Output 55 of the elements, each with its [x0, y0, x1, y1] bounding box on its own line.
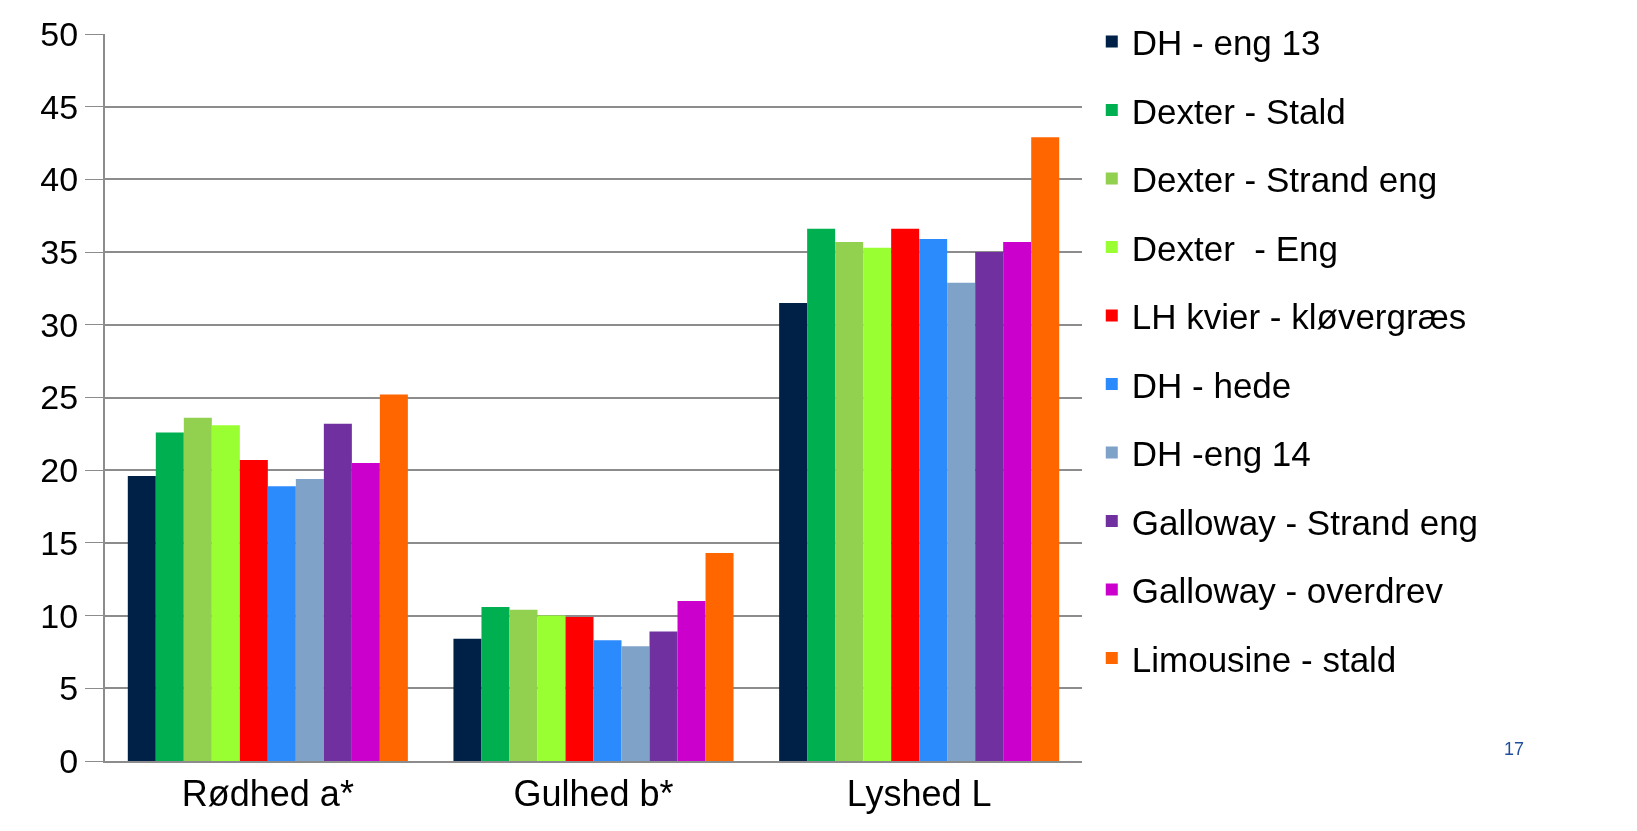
bar [779, 302, 808, 761]
bar [621, 646, 650, 761]
bar [593, 640, 622, 761]
legend-label: Galloway - Strand eng [1131, 502, 1479, 542]
bar [127, 476, 156, 761]
bar [1031, 137, 1060, 761]
y-tick-label: 15 [40, 523, 79, 562]
y-tick-label: 45 [40, 87, 79, 126]
y-tick-label: 0 [59, 741, 79, 780]
legend-label: Dexter - Eng [1131, 228, 1338, 268]
y-tick-label: 40 [40, 160, 79, 199]
y-tick-label: 50 [40, 14, 79, 53]
y-tick-label: 35 [40, 233, 79, 271]
bar [891, 228, 920, 761]
legend-label: Limousine - stald [1131, 639, 1397, 679]
x-tick-label: Lyshed L [846, 773, 992, 815]
bar [509, 609, 538, 761]
legend-label: DH -eng 14 [1131, 434, 1311, 474]
y-tick-label: 30 [40, 305, 79, 344]
bar [295, 478, 324, 761]
y-tick-label: 25 [40, 378, 79, 417]
bar [565, 617, 594, 761]
bar [211, 425, 240, 761]
bar [919, 239, 948, 761]
legend-label: DH - hede [1131, 365, 1292, 405]
bar [1003, 241, 1032, 761]
bar [975, 252, 1004, 761]
bar [835, 241, 864, 761]
bar [323, 423, 352, 761]
bar [807, 228, 836, 761]
bar [155, 432, 184, 761]
legend-label: Dexter - Stald [1131, 91, 1346, 131]
bar [379, 394, 408, 761]
bar [267, 486, 296, 761]
bar [537, 615, 566, 761]
legend-label: LH kvier - kløvergræs [1131, 297, 1467, 337]
bar [947, 282, 976, 761]
text: 17 [1504, 739, 1525, 759]
bar [481, 606, 510, 761]
bar [183, 417, 212, 761]
x-tick-label: Rødhed a* [181, 773, 354, 815]
legend-label: DH - eng 13 [1131, 23, 1321, 63]
legend-label: Dexter - Strand eng [1131, 160, 1438, 200]
bar [705, 553, 734, 761]
bar [649, 631, 678, 761]
bar [677, 601, 706, 761]
bar [453, 638, 482, 761]
x-tick-label: Gulhed b* [513, 773, 674, 815]
y-tick-label: 10 [40, 596, 79, 635]
legend-label: Galloway - overdrev [1131, 571, 1444, 611]
bar [863, 247, 892, 761]
y-tick-label: 20 [40, 451, 79, 490]
bar [239, 460, 268, 761]
bar [351, 462, 380, 761]
y-tick-label: 5 [59, 669, 79, 708]
